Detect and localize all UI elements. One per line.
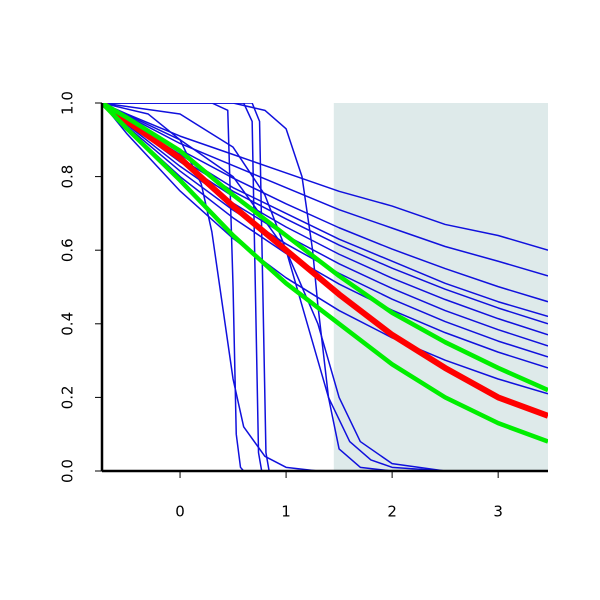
- survival-curve: [102, 103, 548, 471]
- y-tick-label: 0.0: [59, 459, 77, 483]
- survival-curve: [102, 103, 548, 419]
- x-tick-label: 0: [175, 503, 185, 521]
- survival-curve: [102, 103, 548, 395]
- survival-curve: [102, 103, 548, 471]
- survival-curve: [102, 103, 548, 471]
- x-tick-label: 1: [281, 503, 291, 521]
- y-tick-label: 0.2: [59, 385, 77, 409]
- y-tick-label: 0.8: [59, 165, 77, 189]
- survival-curve: [102, 103, 548, 277]
- x-tick-label: 3: [493, 503, 503, 521]
- survival-curve: [102, 103, 548, 251]
- y-tick-label: 1.0: [59, 91, 77, 115]
- y-tick-label: 0.4: [59, 312, 77, 336]
- survival-curve: [102, 103, 548, 444]
- survival-curve: [102, 103, 548, 471]
- survival-curve: [102, 103, 548, 393]
- plot-area: [102, 103, 548, 471]
- survival-curve: [102, 103, 548, 471]
- survival-curve: [102, 103, 548, 358]
- x-tick-label: 2: [387, 503, 397, 521]
- y-tick-label: 0.6: [59, 238, 77, 262]
